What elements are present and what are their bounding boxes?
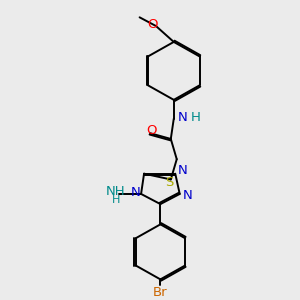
Text: NH: NH — [106, 184, 126, 198]
Text: Br: Br — [153, 286, 168, 299]
Text: O: O — [148, 18, 158, 31]
Text: S: S — [165, 176, 173, 189]
Text: H: H — [112, 195, 120, 205]
Text: H: H — [191, 111, 201, 124]
Text: N: N — [178, 111, 188, 124]
Text: N: N — [182, 189, 192, 202]
Text: O: O — [146, 124, 157, 137]
Text: N: N — [178, 164, 188, 177]
Text: N: N — [130, 186, 140, 199]
